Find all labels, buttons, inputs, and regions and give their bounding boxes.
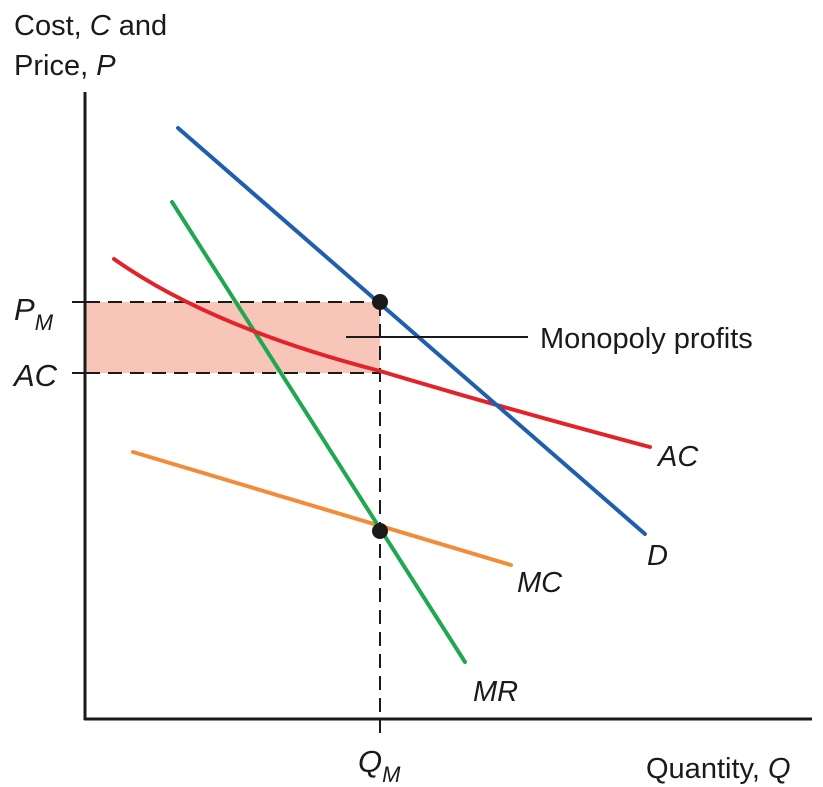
x-axis-label: Quantity, Q (646, 753, 791, 785)
y-axis-label-line1: Cost, C and (14, 10, 167, 42)
mc-curve (131, 450, 513, 567)
ac-curve (112, 257, 652, 449)
mr-mc-intersection-point (372, 523, 388, 539)
mr-curve-label: MR (473, 676, 518, 708)
monopoly-profits-label: Monopoly profits (540, 323, 753, 355)
y-axis-label-line2: Price, P (14, 50, 116, 82)
cost-tick-label: AC (12, 358, 58, 393)
demand-curve (176, 126, 647, 536)
mr-curve (170, 200, 467, 664)
demand-curve-label: D (647, 540, 668, 572)
monopoly-price-point (372, 294, 388, 310)
price-tick-label: PM (14, 292, 54, 335)
quantity-tick-label: QM (358, 744, 401, 787)
monopoly-profit-area (86, 302, 380, 373)
ac-curve-label: AC (656, 441, 699, 473)
mc-curve-label: MC (517, 567, 563, 599)
